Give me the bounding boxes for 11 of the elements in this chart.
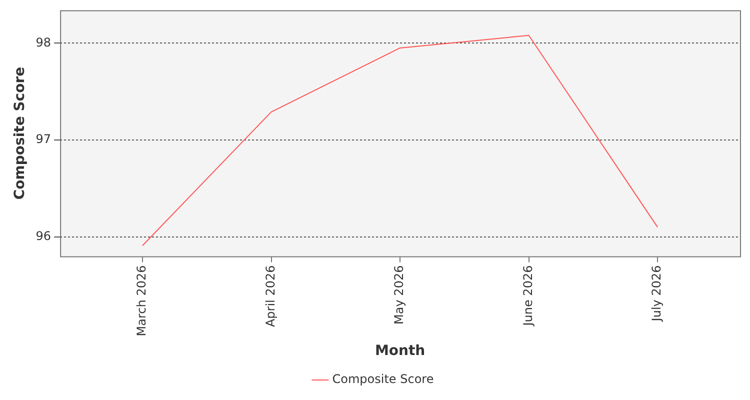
x-tick-label: March 2026 xyxy=(134,265,149,336)
y-tick-label: 98 xyxy=(36,35,52,50)
x-axis-title: Month xyxy=(374,343,426,360)
x-tick-label: April 2026 xyxy=(263,265,278,328)
x-tick-label: July 2026 xyxy=(650,265,664,322)
legend-label: Composite Score xyxy=(332,372,434,386)
y-tick-label: 96 xyxy=(36,229,52,244)
x-tick-label: June 2026 xyxy=(520,265,535,327)
x-tick-label: May 2026 xyxy=(392,265,406,324)
y-axis-title: Composite Score xyxy=(12,66,28,200)
y-tick-label: 97 xyxy=(36,132,52,146)
